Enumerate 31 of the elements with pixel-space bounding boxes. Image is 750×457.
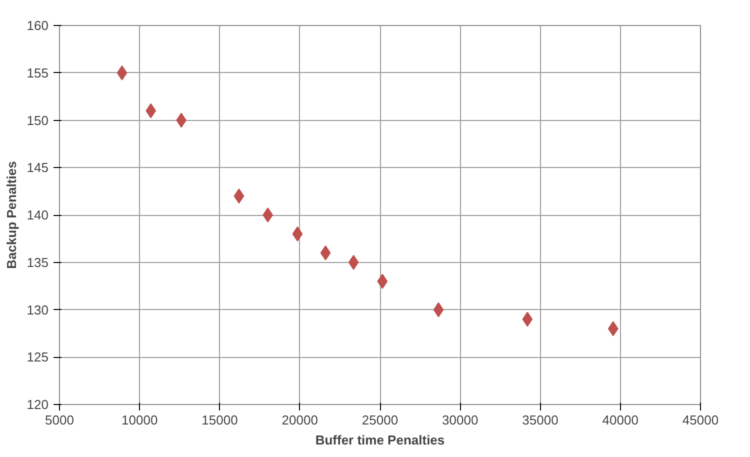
point bbox=[292, 226, 303, 242]
point bbox=[348, 254, 359, 270]
y-tick-label: 135 bbox=[26, 254, 49, 270]
y-tick-label: 140 bbox=[26, 208, 49, 222]
x-tick-label: 10000 bbox=[122, 412, 158, 428]
point bbox=[116, 65, 128, 80]
y-tick-label: 130 bbox=[26, 302, 49, 318]
point bbox=[608, 321, 618, 336]
point bbox=[262, 208, 273, 222]
x-axis-title: Buffer time Penalties bbox=[315, 432, 445, 448]
x-tick-label: 25000 bbox=[362, 412, 398, 428]
y-tick-label: 120 bbox=[26, 397, 49, 412]
x-tick-label: 20000 bbox=[282, 412, 318, 428]
x-tick-label: 15000 bbox=[202, 412, 238, 428]
point bbox=[433, 302, 444, 318]
x-tick-label: 30000 bbox=[442, 412, 478, 428]
y-tick-label: 160 bbox=[26, 18, 49, 33]
y-axis-title: Backup Penalties bbox=[4, 161, 19, 269]
y-tick-label: 155 bbox=[26, 65, 49, 80]
point bbox=[234, 188, 244, 204]
y-tick-label: 125 bbox=[26, 350, 49, 365]
y-tick-label: 145 bbox=[26, 160, 49, 176]
y-tick-label: 150 bbox=[26, 112, 49, 128]
x-tick-label: 40000 bbox=[602, 412, 638, 428]
x-tick-label: 5000 bbox=[45, 412, 74, 428]
point bbox=[522, 312, 533, 327]
point bbox=[377, 274, 388, 289]
point bbox=[146, 103, 156, 118]
x-tick-label: 35000 bbox=[522, 412, 558, 428]
point bbox=[320, 245, 331, 260]
x-tick-label: 45000 bbox=[682, 412, 719, 428]
